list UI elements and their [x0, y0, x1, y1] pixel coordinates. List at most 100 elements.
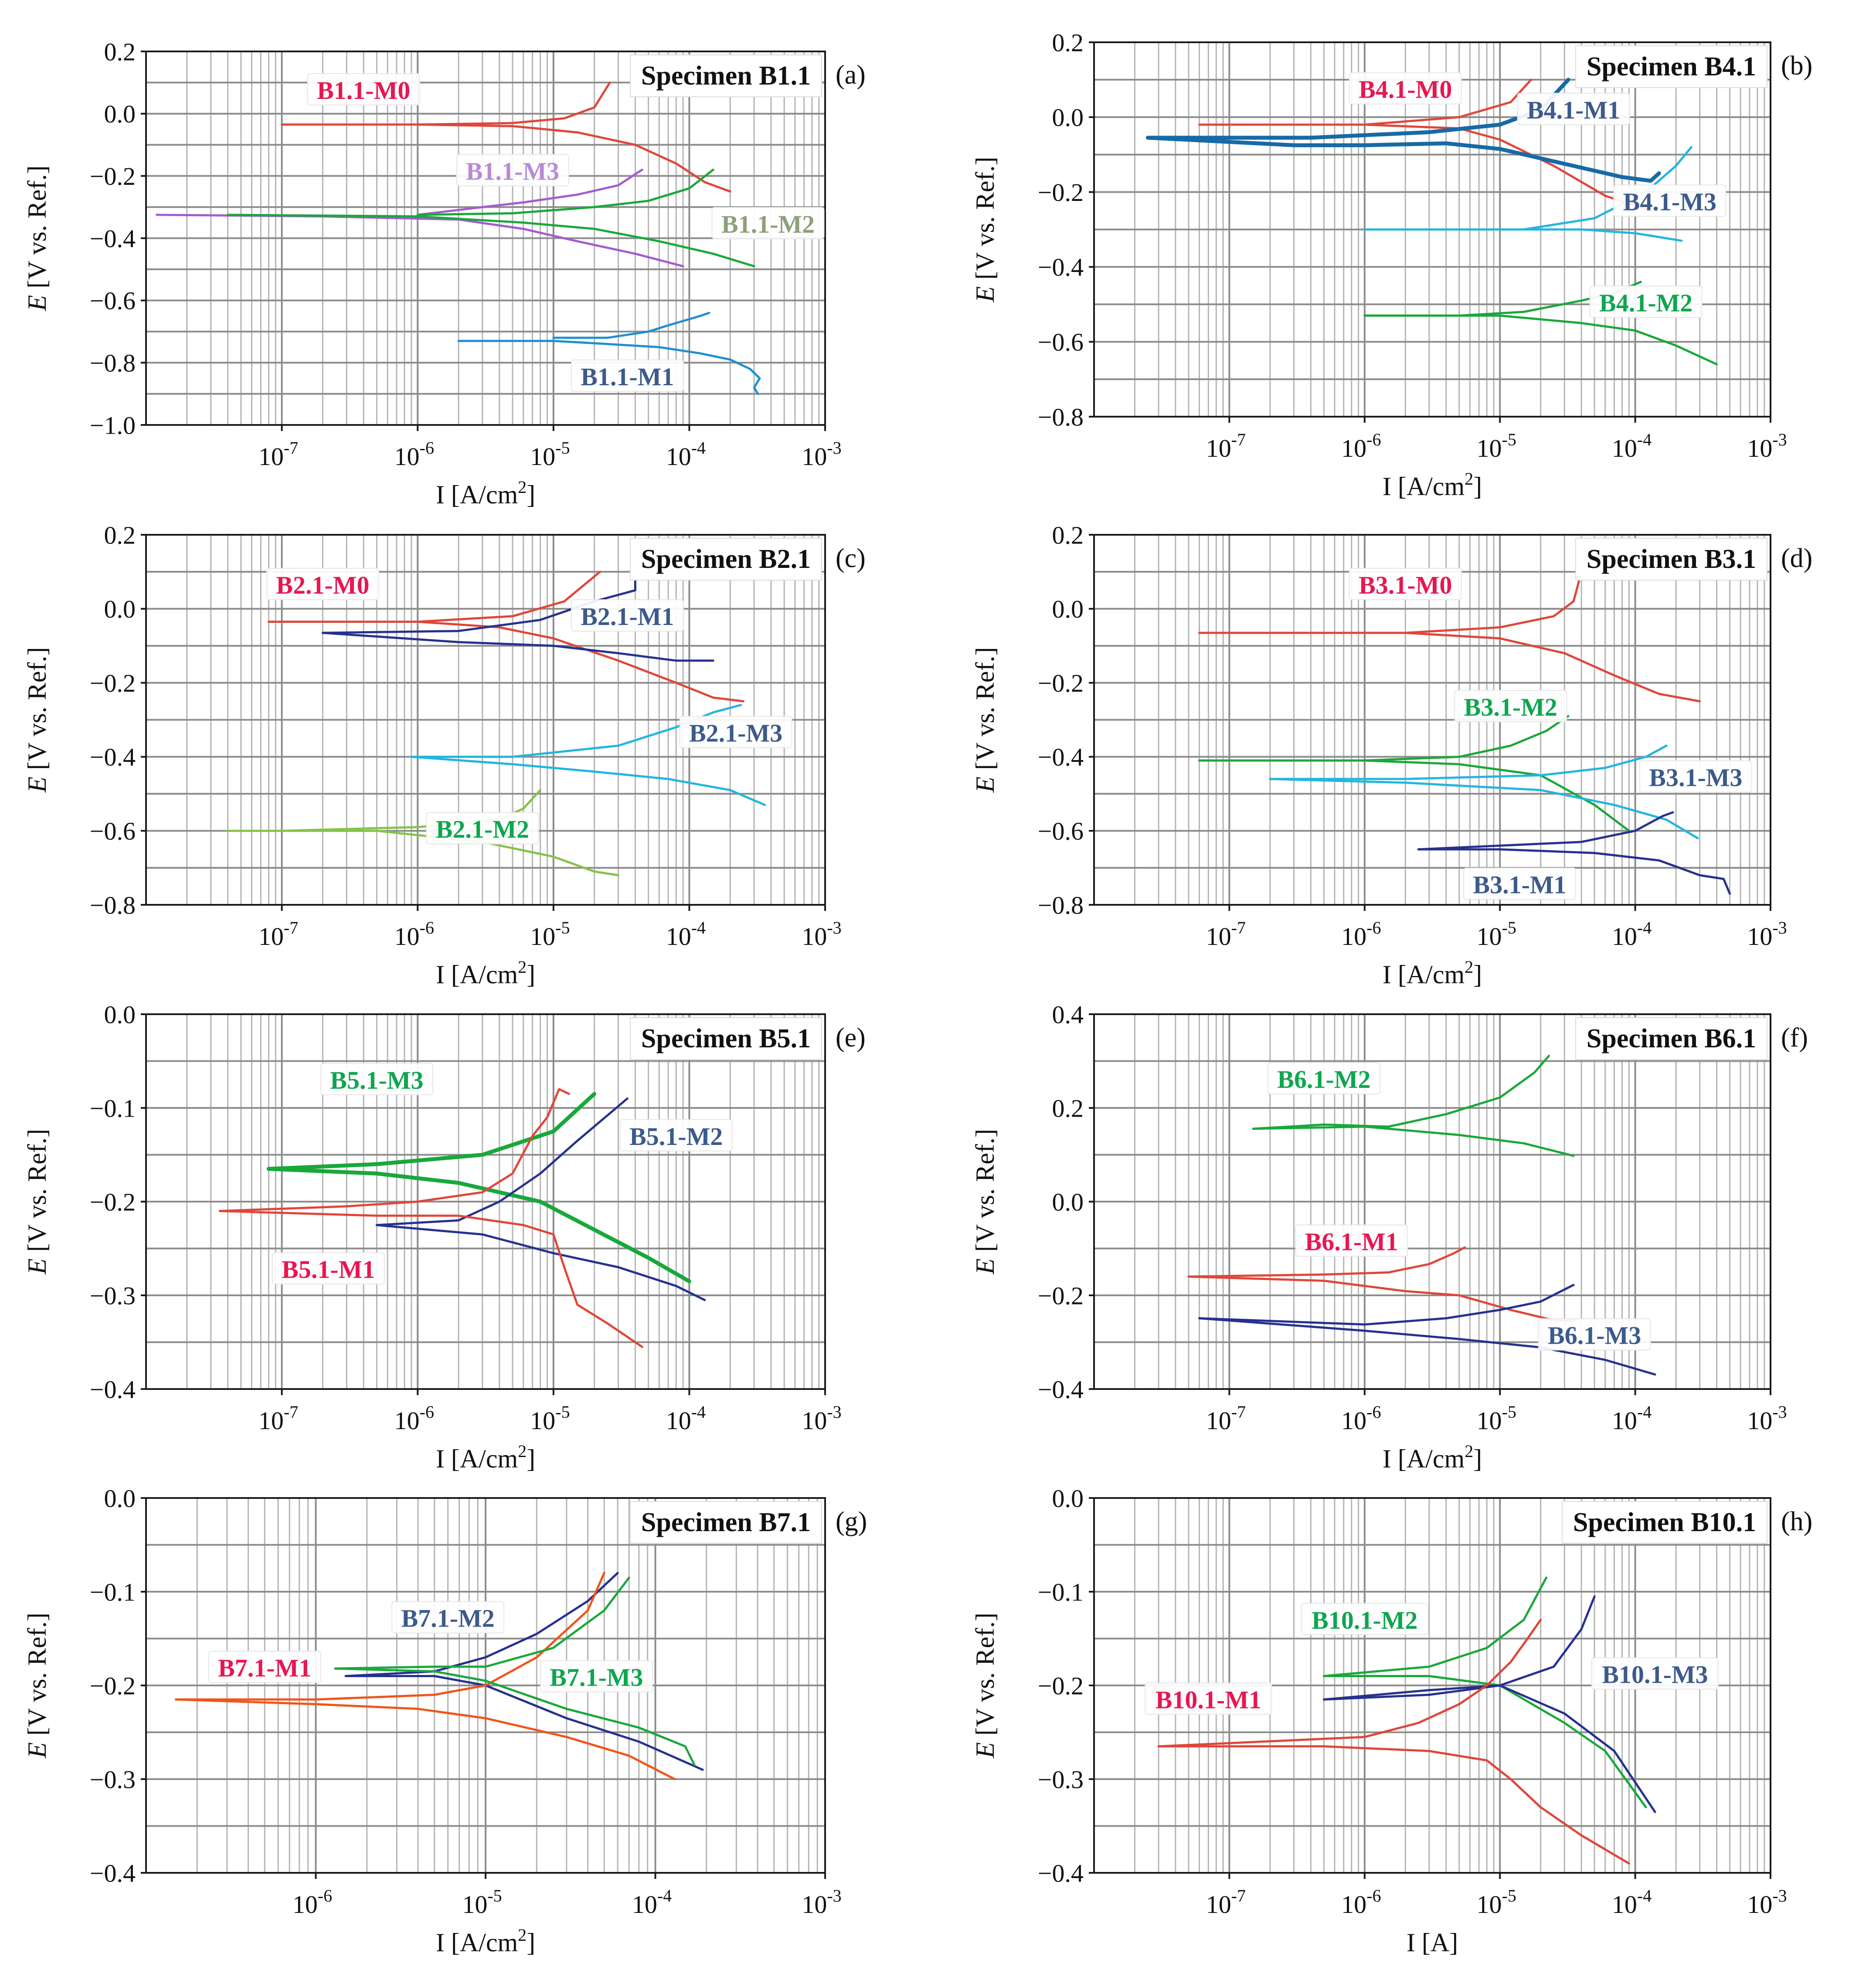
chart-panel: 0.0−0.1−0.2−0.3−0.410-6 10-5 10-4 10-3I [A/…: [23, 1484, 867, 1957]
specimen-title: Specimen B10.1: [1573, 1508, 1756, 1537]
series-line-anodic: [416, 168, 643, 216]
specimen-title: Specimen B7.1: [641, 1508, 811, 1537]
x-tick-label: 10-4: [1612, 1886, 1652, 1919]
series-line-anodic: [1417, 811, 1674, 851]
series-line-cathodic: [1157, 1745, 1630, 1865]
y-axis-label: E [V vs. Ref.]: [23, 1613, 51, 1759]
y-tick-label: −0.4: [90, 224, 136, 253]
series: [410, 704, 766, 806]
y-tick-label: 0.0: [1052, 1188, 1084, 1216]
series-label: B10.1-M1: [1156, 1686, 1261, 1714]
y-tick-label: −0.8: [90, 891, 136, 919]
series-line-cathodic: [321, 632, 714, 662]
series-line-cathodic: [1198, 1317, 1656, 1376]
y-axis-label: E [V vs. Ref.]: [971, 647, 999, 793]
y-tick-label: −0.2: [1038, 178, 1084, 207]
y-tick-label: −0.2: [90, 162, 136, 190]
panel-letter: (a): [836, 60, 866, 90]
series-line-cathodic: [1322, 1675, 1647, 1808]
series: [175, 1572, 676, 1780]
y-tick-label: −0.8: [90, 349, 136, 377]
y-tick-label: 0.2: [104, 521, 136, 549]
y-axis-label: E [V vs. Ref.]: [971, 157, 999, 303]
y-tick-label: 0.2: [104, 37, 136, 66]
series-line-anodic: [1187, 1246, 1466, 1278]
series-label: B4.1-M2: [1599, 289, 1692, 317]
panel-letter: (d): [1781, 544, 1812, 573]
series-line-anodic: [375, 1097, 629, 1226]
specimen-title: Specimen B2.1: [641, 544, 811, 574]
chart-panel: 0.0−0.1−0.2−0.3−0.410-7 10-6 10-5 10-4 10-3I…: [23, 1000, 866, 1473]
y-tick-label: 0.4: [1052, 1000, 1084, 1029]
specimen-title-box: [630, 538, 822, 581]
series-label-box: [456, 154, 569, 187]
series-label: B1.1-M0: [317, 76, 410, 105]
specimen-title: Specimen B6.1: [1587, 1024, 1756, 1053]
y-tick-label: 0.0: [104, 595, 136, 623]
series: [1322, 1595, 1656, 1813]
series-line-anodic: [219, 1088, 570, 1212]
specimen-title: Specimen B5.1: [641, 1024, 811, 1053]
chart-panel: 0.40.20.0−0.2−0.410-7 10-6 10-5 10-4 10-3I […: [971, 1000, 1808, 1473]
series-label-box: [272, 1252, 385, 1285]
y-tick-label: −0.1: [1038, 1578, 1084, 1606]
x-tick-label: 10-3: [802, 918, 841, 951]
series: [321, 578, 714, 662]
series-label: B5.1-M3: [330, 1066, 423, 1094]
y-tick-label: −0.2: [1038, 1281, 1084, 1310]
y-axis-label: E [V vs. Ref.]: [971, 1613, 999, 1759]
series-label: B3.1-M2: [1464, 693, 1557, 721]
series-label-box: [320, 1063, 433, 1095]
y-tick-label: −0.2: [1038, 669, 1084, 697]
series-label-box: [619, 1119, 733, 1152]
series-label-box: [540, 1660, 653, 1692]
x-tick-label: 10-4: [1612, 430, 1652, 462]
series-line-anodic: [410, 704, 742, 758]
specimen-title-box: [1575, 538, 1767, 581]
chart-panel: 0.20.0−0.2−0.4−0.6−0.810-7 10-6 10-5 10-4 10…: [971, 28, 1812, 501]
y-tick-label: −0.1: [90, 1578, 136, 1606]
y-tick-label: −0.8: [1038, 891, 1084, 919]
specimen-title: Specimen B4.1: [1587, 52, 1756, 82]
y-tick-label: 0.0: [1052, 595, 1084, 623]
series-line-cathodic: [227, 214, 755, 268]
series-label: B3.1-M1: [1473, 871, 1566, 899]
series-line-anodic: [334, 1576, 630, 1670]
y-tick-label: −0.3: [1038, 1765, 1084, 1794]
series-label-box: [1295, 1224, 1408, 1257]
series-line-anodic: [1269, 744, 1668, 780]
series: [219, 1088, 643, 1348]
series-line-cathodic: [1252, 1125, 1575, 1157]
series-label-box: [1145, 1682, 1272, 1715]
y-tick-label: −0.3: [90, 1765, 136, 1794]
y-tick-label: 0.0: [1052, 103, 1084, 132]
y-tick-label: −0.2: [90, 1188, 136, 1216]
series: [1198, 715, 1630, 832]
specimen-title: Specimen B1.1: [641, 61, 811, 91]
specimen-title-box: [1575, 1017, 1767, 1060]
y-tick-label: −0.6: [1038, 817, 1084, 846]
series-label-box: [391, 1601, 505, 1634]
series: [1417, 811, 1731, 895]
series: [266, 1092, 691, 1284]
y-tick-label: −0.1: [90, 1094, 136, 1122]
series-label-box: [1517, 92, 1630, 125]
x-tick-label: 10-3: [1747, 430, 1787, 462]
series-label: B3.1-M0: [1359, 571, 1452, 599]
series-line-anodic: [321, 578, 636, 634]
series-line-anodic: [416, 168, 714, 216]
y-tick-label: −0.6: [90, 287, 136, 315]
series-line-cathodic: [227, 829, 619, 876]
panel-letter: (b): [1781, 51, 1812, 81]
series: [227, 168, 755, 268]
x-tick-label: 10-5: [1477, 918, 1516, 951]
series-label-box: [266, 567, 379, 600]
series-label: B4.1-M3: [1623, 187, 1716, 216]
series-label-box: [1589, 285, 1703, 318]
series-line-anodic: [1363, 715, 1570, 762]
y-tick-label: 0.0: [1052, 1484, 1084, 1512]
series-line-anodic: [552, 312, 710, 339]
y-axis-label: E [V vs. Ref.]: [23, 647, 51, 793]
y-tick-label: −0.6: [90, 817, 136, 846]
